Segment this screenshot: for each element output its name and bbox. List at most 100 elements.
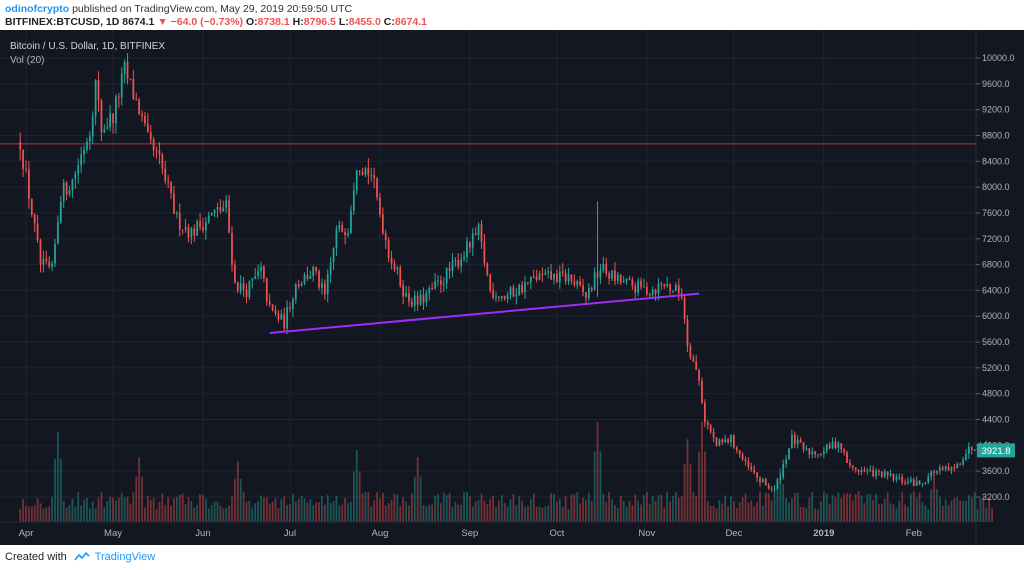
volume-bar — [544, 506, 547, 522]
volume-bar — [608, 491, 611, 522]
volume-bar — [19, 508, 22, 522]
candle-body — [318, 271, 320, 288]
close-value: 8674.1 — [394, 16, 427, 28]
candle-body — [77, 165, 80, 174]
candle-body — [936, 470, 938, 473]
volume-bar — [770, 500, 773, 522]
candle-body — [257, 271, 259, 277]
volume-bar — [985, 507, 988, 522]
candle-body — [814, 451, 816, 455]
volume-bar — [483, 500, 486, 522]
volume-bar — [442, 492, 445, 522]
volume-bar — [895, 508, 898, 522]
volume-bar — [350, 501, 352, 522]
candle-body — [332, 247, 335, 263]
candle-body — [469, 241, 471, 248]
volume-bar — [706, 501, 709, 522]
candle-body — [36, 223, 39, 241]
candle-body — [912, 479, 915, 486]
volume-bar — [393, 493, 396, 522]
volume-bar — [155, 508, 158, 522]
candle-body — [396, 267, 399, 270]
candle-body — [582, 285, 584, 293]
candle-body — [422, 294, 425, 303]
footer: Created with TradingView — [0, 545, 1024, 570]
volume-bar — [289, 504, 291, 522]
candle-body — [538, 273, 541, 281]
volume-bar — [100, 491, 103, 522]
candle-body — [962, 459, 964, 465]
volume-bar — [733, 501, 735, 522]
volume-bar — [486, 504, 489, 522]
candle-body — [358, 170, 361, 173]
candle-body — [901, 477, 904, 483]
volume-bar — [335, 495, 338, 522]
candle-body — [434, 281, 436, 290]
candle-body — [970, 446, 973, 451]
volume-bar — [489, 498, 492, 522]
candle-body — [820, 454, 822, 456]
candle-body — [851, 465, 854, 468]
candles — [19, 53, 993, 493]
candle-body — [80, 154, 82, 166]
candle-body — [674, 284, 677, 291]
candle-body — [294, 284, 297, 300]
candle-body — [170, 182, 172, 194]
open-label: O: — [245, 16, 258, 28]
candle-body — [155, 150, 158, 152]
volume-bar — [216, 501, 219, 522]
volume-bar — [144, 507, 146, 522]
candle-body — [631, 279, 634, 286]
y-tick-label: 7600.0 — [982, 208, 1010, 218]
candle-body — [39, 240, 42, 265]
trendline[interactable] — [269, 292, 700, 335]
volume-bar — [918, 492, 921, 522]
candle-body — [437, 280, 439, 282]
volume-bar — [62, 501, 65, 522]
volume-bar — [509, 499, 512, 522]
volume-bar — [219, 505, 222, 522]
symbol-label: BITFINEX:BTCUSD, 1D — [5, 16, 120, 28]
candle-body — [123, 62, 126, 74]
volume-bar — [912, 491, 915, 522]
x-tick-label: Oct — [550, 528, 565, 539]
candle-body — [379, 197, 381, 215]
volume-bar — [944, 499, 947, 522]
volume-bar — [950, 500, 953, 522]
x-tick-label: Dec — [725, 528, 742, 539]
volume-bar — [129, 503, 132, 522]
volume-bar — [692, 492, 695, 522]
volume-bar — [431, 504, 434, 522]
author-link[interactable]: odinofcrypto — [5, 3, 70, 15]
candle-body — [323, 283, 326, 295]
candle-body — [495, 296, 497, 298]
candle-body — [112, 113, 114, 124]
volume-bar — [680, 496, 683, 522]
time-axis[interactable]: Apr May Jun Jul Aug Sep Oct Nov Dec 2019 Feb — [19, 528, 922, 539]
volume-bar — [274, 498, 277, 522]
candle-body — [242, 283, 245, 290]
volume-bar — [930, 489, 933, 522]
candle-body — [599, 270, 602, 278]
candle-body — [683, 297, 686, 320]
tradingview-brand[interactable]: TradingView — [94, 551, 156, 563]
price-chart[interactable]: 3200.03600.04000.04400.04800.05200.05600… — [0, 30, 1024, 545]
candle-body — [843, 449, 846, 453]
volume-bar — [541, 507, 544, 522]
candle-body — [57, 222, 59, 244]
candle-body — [619, 274, 622, 283]
volume-bar — [674, 492, 677, 522]
candle-body — [570, 274, 573, 281]
volume-bar — [756, 502, 758, 522]
volume-bar — [587, 492, 590, 522]
candle-body — [402, 285, 405, 297]
candle-body — [28, 169, 30, 199]
candle-body — [477, 224, 480, 236]
chart-area[interactable]: 3200.03600.04000.04400.04800.05200.05600… — [0, 30, 1024, 545]
volume-bar — [637, 500, 640, 522]
down-arrow-icon: ▼ — [157, 16, 168, 28]
volume-bar — [222, 508, 225, 522]
volume-bar — [512, 493, 515, 522]
candle-body — [712, 431, 715, 438]
volume-bar — [477, 500, 480, 522]
